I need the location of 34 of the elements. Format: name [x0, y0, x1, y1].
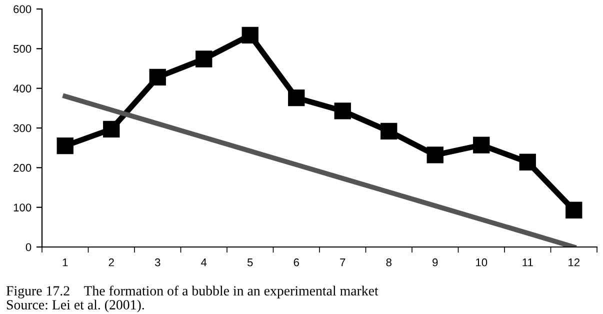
point: [149, 68, 166, 86]
x-tick-label: 10: [476, 258, 488, 266]
x-tick-label: 4: [201, 258, 207, 266]
x-tick-label: 12: [568, 258, 580, 266]
point: [56, 138, 74, 154]
line-series: [62, 94, 576, 247]
text: Figure 17.2 The formation of a bubble in an experimental market: [6, 286, 378, 298]
point: [426, 146, 444, 164]
x-tick-label: 1: [62, 258, 68, 266]
y-tick-label: 0: [26, 243, 32, 252]
point: [566, 202, 582, 218]
point: [288, 90, 305, 106]
point: [473, 136, 490, 154]
point: [334, 102, 351, 120]
x-tick-label: 9: [432, 258, 438, 266]
x-tick-label: 11: [522, 258, 533, 266]
y-tick-label: 500: [13, 44, 32, 53]
x-tick-label: 7: [340, 258, 346, 266]
point: [103, 120, 120, 138]
point: [380, 122, 398, 140]
y-tick-label: 400: [13, 84, 32, 92]
point: [196, 50, 212, 68]
x-tick-label: 5: [247, 258, 253, 266]
x-tick-label: 3: [154, 258, 160, 266]
source-note: Source: Lei et al. (2001).: [6, 300, 144, 312]
x-tick-label: 2: [108, 258, 114, 266]
x-tick-label: 6: [294, 258, 299, 266]
point: [519, 154, 536, 170]
y-tick-label: 100: [14, 204, 32, 212]
x-tick-label: 8: [386, 258, 392, 266]
point: [242, 26, 258, 44]
y-tick-label: 200: [14, 164, 32, 172]
y-tick-label: 300: [13, 124, 32, 132]
y-tick-label: 600: [14, 5, 32, 14]
